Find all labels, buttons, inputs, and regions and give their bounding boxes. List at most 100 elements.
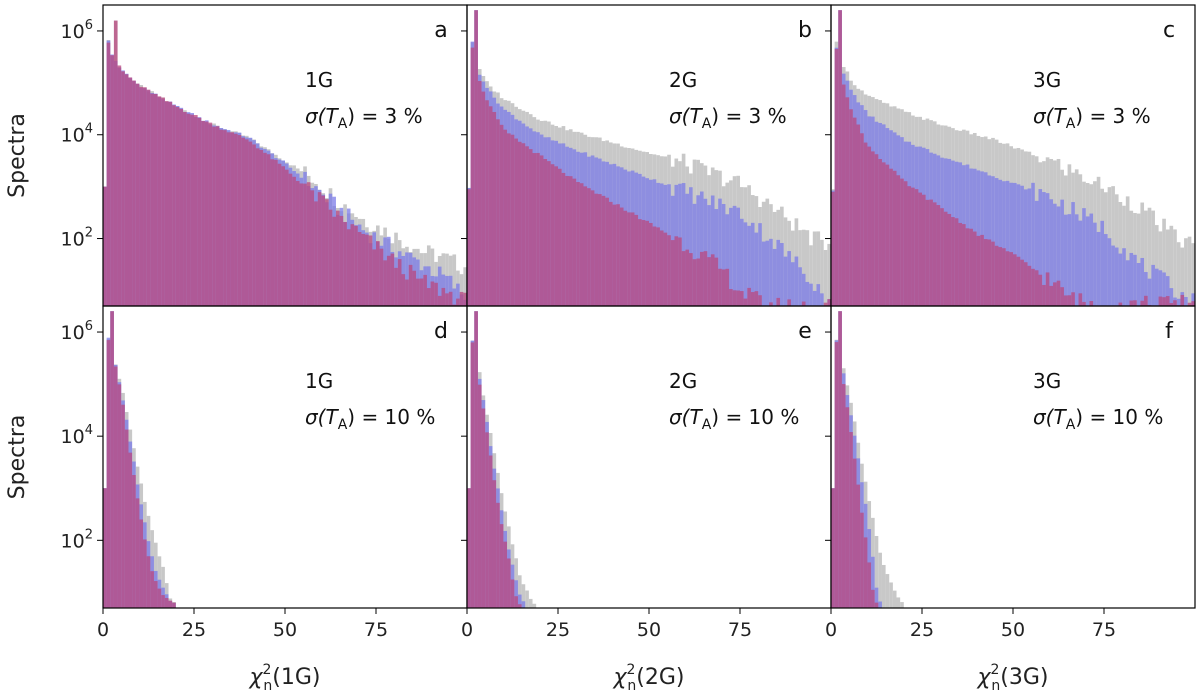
xtick-label: 50 [637,619,661,641]
bars-c [831,10,1195,306]
bar-b-2-92 [801,301,806,306]
xtick-label: 50 [273,619,297,641]
bar-a-2-23 [186,113,191,306]
bar-b-2-40 [612,204,617,306]
bar-a-2-81 [397,259,402,306]
bar-b-0-99 [827,243,831,306]
bar-a-2-57 [310,190,315,306]
bar-a-2-66 [343,221,347,306]
bar-e-2-3 [477,384,482,608]
bar-b-2-51 [652,226,657,306]
bar-c-0-88 [1151,210,1155,306]
bar-b-2-21 [543,159,548,306]
bar-c-1-45 [994,178,999,306]
bar-e-0-16 [525,590,529,608]
bar-c-2-20 [903,181,908,306]
bar-a-2-0 [103,186,107,306]
series-b-2 [467,10,831,306]
bar-a-2-2 [110,55,114,306]
xtick-label: 25 [910,619,934,641]
bar-b-2-0 [467,189,471,306]
bar-c-2-68 [1078,293,1083,306]
bar-b-2-85 [776,297,781,306]
bar-b-2-56 [670,240,675,306]
bar-a-2-88 [423,274,427,306]
bar-b-2-42 [619,207,624,306]
bar-c-1-76 [1107,238,1112,306]
bar-a-2-71 [361,233,366,306]
bar-b-2-33 [587,188,591,306]
bar-a-2-41 [252,144,256,306]
bar-b-2-23 [550,164,555,306]
bar-e-1-13 [514,580,518,608]
bar-b-1-67 [710,195,715,306]
bar-a-2-27 [201,120,205,306]
bar-a-1-94 [445,275,449,306]
bar-c-2-35 [958,222,963,306]
bar-c-1-51 [1016,184,1021,306]
bar-d-2-13 [150,571,154,608]
bar-c-2-4 [845,97,850,306]
bar-a-2-44 [263,152,267,306]
bar-c-0-92 [1165,229,1170,306]
xtick-label: 25 [546,619,570,641]
bar-c-2-49 [1009,252,1013,306]
bar-a-2-35 [230,132,235,306]
bar-e-2-4 [481,408,486,608]
xtick-label: 50 [1001,619,1025,641]
bar-b-1-79 [754,232,759,306]
bar-c-1-72 [1093,222,1097,306]
bar-c-2-46 [998,247,1003,306]
bar-a-2-3 [113,20,118,306]
bar-b-1-83 [769,238,773,306]
bar-c-2-44 [991,241,995,306]
bar-a-2-68 [350,224,355,306]
bar-c-2-3 [841,84,846,306]
bar-b-1-84 [772,248,777,306]
bar-b-2-44 [627,212,631,306]
bar-a-1-96 [452,288,457,306]
bar-b-2-60 [685,249,690,306]
bar-e-2-7 [492,480,497,608]
bar-f-0-19 [900,602,904,608]
bar-c-2-6 [852,117,857,306]
bar-a-2-30 [212,126,216,306]
model-label: 1G [305,68,333,92]
bar-c-1-71 [1089,213,1094,306]
bar-c-1-73 [1096,231,1101,306]
bar-c-2-39 [972,231,977,306]
bar-c-2-62 [1056,280,1061,306]
bar-d-2-3 [113,366,118,608]
bar-a-2-62 [328,209,333,306]
bar-b-2-8 [496,119,500,306]
bar-c-2-63 [1060,287,1064,306]
bar-c-2-92 [1165,296,1170,306]
bar-b-2-73 [732,290,737,306]
bar-c-1-59 [1045,193,1050,306]
bar-a-2-34 [226,132,231,306]
bar-e-0-17 [528,598,533,608]
bar-b-2-61 [689,253,693,306]
bar-b-1-93 [805,281,810,306]
bar-a-2-37 [237,135,242,306]
bar-b-2-43 [623,210,628,306]
bar-a-2-26 [197,117,202,306]
bar-a-2-96 [452,304,457,306]
bar-d-2-10 [139,519,144,608]
bar-c-1-92 [1165,276,1170,306]
bar-b-2-24 [554,166,558,306]
bar-b-2-20 [539,155,544,306]
bar-b-1-81 [761,241,766,306]
bar-c-2-30 [940,208,944,306]
bar-b-1-80 [758,223,762,306]
x-axis-title: χ2 n(2G) [612,662,684,694]
ytick-label: 106 [61,319,93,344]
bar-c-2-64 [1063,295,1068,306]
bar-c-2-99 [1191,301,1195,306]
bar-a-2-20 [175,107,180,306]
bar-c-2-37 [965,228,970,306]
bar-d-2-2 [110,311,114,608]
bar-d-2-8 [132,475,136,608]
bar-c-0-86 [1144,210,1148,306]
bar-b-2-2 [474,10,478,306]
